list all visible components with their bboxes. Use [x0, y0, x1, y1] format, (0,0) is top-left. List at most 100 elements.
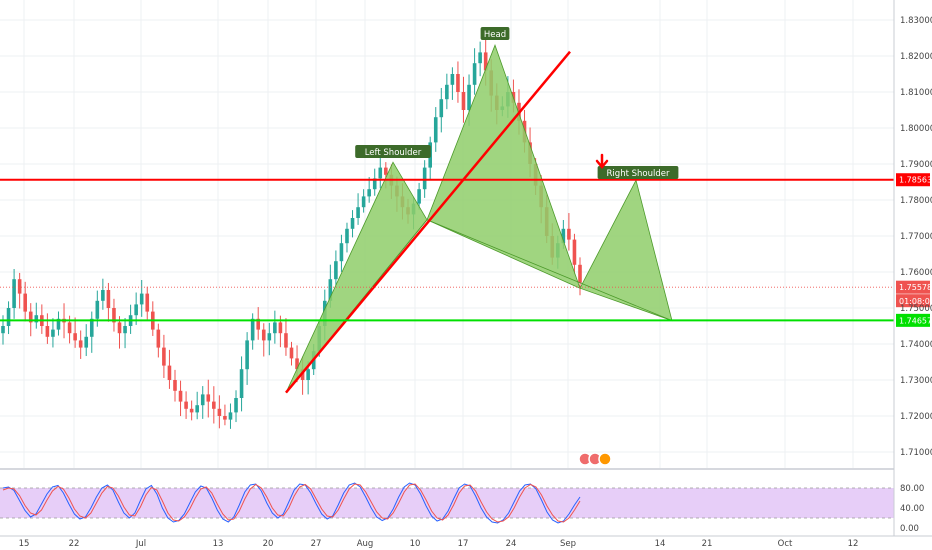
candle-body	[123, 326, 127, 334]
candle-body	[367, 189, 371, 197]
candle-body	[445, 84, 449, 100]
candle-body	[361, 196, 366, 208]
candle-body	[572, 239, 577, 265]
x-tick-label: 27	[311, 539, 322, 549]
y-tick-label: 1.81000	[900, 88, 932, 98]
candle-body	[439, 99, 444, 118]
head-label: Head	[484, 30, 506, 40]
candle-body	[567, 228, 571, 240]
y-tick-label: 1.72000	[900, 412, 932, 422]
annotations: Left Shoulder Head Right Shoulder	[355, 27, 679, 466]
candle-body	[56, 318, 61, 330]
candle-body	[139, 293, 144, 305]
oscillator	[0, 482, 894, 524]
candle-body	[101, 290, 105, 301]
candle-body	[278, 322, 283, 334]
candle-body	[422, 167, 427, 190]
candle-body	[261, 329, 266, 341]
candle-body	[245, 340, 249, 370]
head-shoulders-pattern	[285, 44, 673, 394]
candle-body	[345, 228, 349, 244]
candle-body	[328, 279, 333, 301]
price-tag-bg	[896, 313, 930, 327]
candle-body	[156, 329, 161, 348]
left-shoulder-label-bg	[355, 145, 431, 158]
candle-body	[73, 333, 77, 341]
x-tick-label: 10	[410, 539, 421, 549]
candle-body	[372, 178, 377, 190]
candle-body	[384, 167, 388, 175]
head-triangle	[426, 44, 581, 289]
current-price-tag	[896, 280, 930, 294]
candle-body	[67, 322, 72, 334]
candle-body	[184, 401, 188, 409]
price-tag-label: 1.78563	[899, 176, 932, 185]
candle-body	[78, 340, 83, 348]
price-tag-bg	[896, 173, 930, 187]
candle-body	[306, 369, 310, 380]
y-tick-label: 1.78000	[900, 196, 932, 206]
candle-body	[450, 74, 455, 85]
candle-body	[478, 52, 482, 64]
price-panel-bg	[0, 0, 894, 468]
y-tick-label: 1.82000	[900, 52, 932, 62]
candle-body	[195, 405, 199, 413]
candle-body	[289, 347, 294, 359]
candle-body	[106, 290, 111, 308]
y-tick-label: 1.74000	[900, 340, 932, 350]
event-marker-icon	[598, 452, 612, 466]
candle-body	[223, 416, 227, 420]
candle-body	[84, 336, 89, 348]
x-tick-label: 21	[702, 539, 713, 549]
candle-body	[6, 308, 11, 326]
candle-body	[417, 189, 421, 204]
x-tick-label: Sep	[560, 539, 576, 549]
candle-body	[134, 304, 138, 316]
candle-body	[89, 318, 94, 337]
stoch-k-line	[2, 482, 581, 524]
x-tick-label: 13	[213, 539, 224, 549]
candle-body	[433, 117, 438, 143]
candle-body	[456, 74, 460, 92]
candle-body	[378, 167, 383, 179]
y-tick-label: 1.71000	[900, 448, 932, 458]
candle-body	[578, 264, 582, 283]
trendline	[285, 50, 571, 394]
candle-body	[189, 408, 194, 413]
candle-body	[472, 63, 477, 85]
right-shoulder-label: Right Shoulder	[607, 169, 670, 179]
candle-body	[228, 412, 233, 420]
x-tick-label: Oct	[778, 539, 793, 549]
osc-tick-label: 40.00	[900, 504, 924, 514]
osc-tick-label: 0.00	[900, 524, 919, 534]
right-shoulder-triangle	[579, 179, 673, 322]
x-tick-label: 20	[263, 539, 274, 549]
candle-body	[467, 84, 471, 110]
candle-body	[234, 398, 238, 413]
candle-body	[273, 322, 277, 334]
candle-body	[212, 401, 216, 409]
countdown-tag	[896, 294, 930, 308]
candle-body	[173, 380, 177, 391]
candle-body	[45, 326, 50, 337]
y-tick-label: 1.79000	[900, 160, 932, 170]
candle-body	[23, 293, 27, 312]
price-tag-label: 1.74657	[899, 316, 932, 325]
candle-body	[295, 358, 299, 370]
candle-body	[117, 322, 122, 334]
candle-body	[200, 394, 205, 406]
candle-body	[1, 326, 5, 334]
candle-body	[284, 333, 288, 348]
candle-body	[250, 318, 255, 341]
x-tick-label: 24	[506, 539, 517, 549]
candle-body	[112, 308, 116, 323]
candle-body	[356, 207, 360, 218]
candle-body	[51, 329, 55, 337]
candle-body	[561, 228, 566, 244]
x-tick-label: 17	[458, 539, 469, 549]
candle-body	[28, 311, 33, 323]
y-tick-label: 1.77000	[900, 232, 932, 242]
